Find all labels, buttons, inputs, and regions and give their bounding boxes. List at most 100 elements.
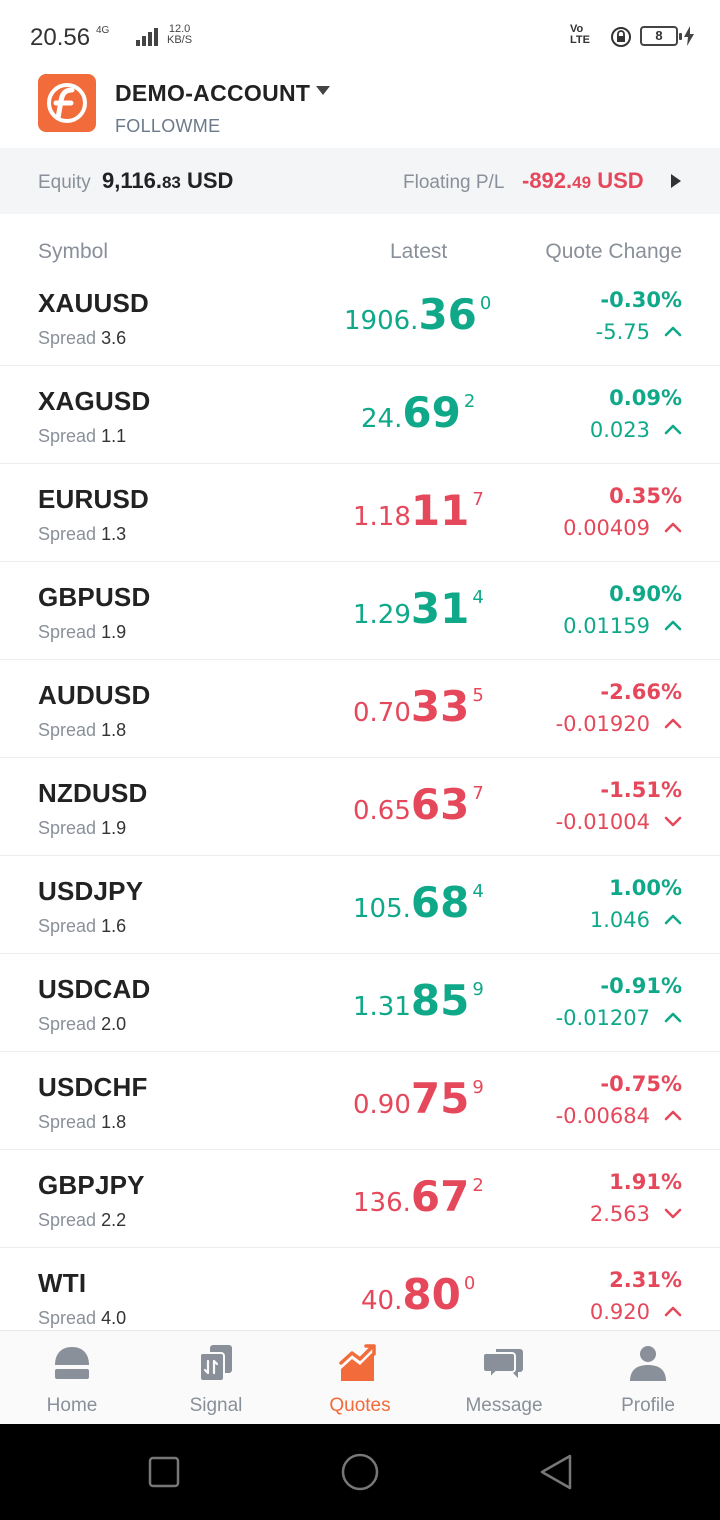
nav-home[interactable]: Home <box>0 1331 144 1425</box>
chevron-up-icon <box>664 620 682 631</box>
nav-quotes[interactable]: Quotes <box>288 1331 432 1425</box>
quote-spread: Spread 1.9 <box>38 622 127 642</box>
quote-change-percent: 0.35% <box>609 484 682 508</box>
charging-icon <box>684 26 694 46</box>
quote-change-value: 0.00409 <box>563 516 650 540</box>
equity-bar[interactable]: Equity 9,116.83 USD Floating P/L -892.49… <box>0 148 720 214</box>
chevron-up-icon <box>664 326 682 337</box>
followme-logo <box>38 74 96 132</box>
message-icon <box>482 1349 523 1381</box>
quote-latest-price: 24.69 2 <box>361 388 476 437</box>
floating-pl-value: -892.49 USD <box>522 168 644 193</box>
quote-change-value: 0.920 <box>589 1300 650 1324</box>
quote-spread: Spread 2.0 <box>38 1014 127 1034</box>
nav-message[interactable]: Message <box>432 1331 576 1425</box>
quote-symbol: GBPUSD <box>38 582 151 612</box>
nav-profile[interactable]: Profile <box>576 1331 720 1425</box>
home-button-icon[interactable] <box>340 1452 380 1492</box>
quote-change-percent: 1.91% <box>609 1170 682 1194</box>
equity-label: Equity <box>38 172 91 193</box>
chevron-down-icon <box>664 1208 682 1219</box>
quote-symbol: EURUSD <box>38 484 149 514</box>
column-quote-change: Quote Change <box>545 240 682 263</box>
signal-tab-icon <box>199 1345 232 1382</box>
quote-row[interactable]: WTI Spread 4.0 40.80 0 2.31% 0.920 <box>0 1248 720 1330</box>
column-symbol: Symbol <box>38 240 109 263</box>
quote-change-percent: -0.91% <box>600 974 682 998</box>
chevron-down-icon <box>664 816 682 827</box>
quote-row[interactable]: GBPUSD Spread 1.9 1.2931 4 0.90% 0.01159 <box>0 562 720 660</box>
chevron-up-icon <box>664 1306 682 1317</box>
quote-row[interactable]: USDCHF Spread 1.8 0.9075 9 -0.75% -0.00684 <box>0 1052 720 1150</box>
quote-row[interactable]: XAUUSD Spread 3.6 1906.36 0 -0.30% -5.75 <box>0 268 720 366</box>
quote-change-percent: -1.51% <box>600 778 682 802</box>
chevron-up-icon <box>664 1110 682 1121</box>
chevron-up-icon <box>664 914 682 925</box>
quote-column-headers: Symbol Latest Quote Change <box>0 214 720 284</box>
quote-spread: Spread 3.6 <box>38 328 127 348</box>
quotes-chart-icon <box>339 1344 376 1381</box>
quote-spread: Spread 4.0 <box>38 1308 127 1328</box>
quote-latest-price: 0.7033 5 <box>353 682 484 731</box>
quote-change-percent: 2.31% <box>609 1268 682 1292</box>
quote-change-percent: 0.90% <box>609 582 682 606</box>
signal-icon <box>136 28 158 46</box>
quote-row[interactable]: XAGUSD Spread 1.1 24.69 2 0.09% 0.023 <box>0 366 720 464</box>
quote-latest-price: 40.80 0 <box>361 1270 476 1319</box>
quote-change-value: -0.00684 <box>555 1104 650 1128</box>
volte-icon: Vo LTE <box>570 23 590 46</box>
nav-profile-label: Profile <box>621 1395 675 1416</box>
quote-row[interactable]: NZDUSD Spread 1.9 0.6563 7 -1.51% -0.01004 <box>0 758 720 856</box>
quote-row[interactable]: USDJPY Spread 1.6 105.68 4 1.00% 1.046 <box>0 856 720 954</box>
quote-latest-price: 1.2931 4 <box>353 584 484 633</box>
battery-icon: 8 <box>640 26 682 46</box>
rotation-lock-icon <box>611 27 631 47</box>
chevron-right-icon[interactable] <box>671 174 681 188</box>
quote-spread: Spread 1.3 <box>38 524 127 544</box>
quote-symbol: NZDUSD <box>38 778 148 808</box>
back-icon[interactable] <box>538 1452 574 1492</box>
quote-change-percent: -2.66% <box>600 680 682 704</box>
account-name[interactable]: DEMO-ACCOUNT <box>115 80 311 106</box>
quote-row[interactable]: AUDUSD Spread 1.8 0.7033 5 -2.66% -0.01920 <box>0 660 720 758</box>
nav-home-label: Home <box>46 1395 98 1416</box>
quote-spread: Spread 2.2 <box>38 1210 127 1230</box>
broker-name: FOLLOWME <box>115 116 221 136</box>
chevron-up-icon <box>664 424 682 435</box>
nav-quotes-label: Quotes <box>329 1395 391 1416</box>
quote-spread: Spread 1.9 <box>38 818 127 838</box>
status-time: 20.56 <box>30 24 91 51</box>
quote-row[interactable]: GBPJPY Spread 2.2 136.67 2 1.91% 2.563 <box>0 1150 720 1248</box>
quote-latest-price: 105.68 4 <box>353 878 484 927</box>
quote-change-percent: 1.00% <box>609 876 682 900</box>
quote-latest-price: 0.9075 9 <box>353 1074 484 1123</box>
quote-change-value: 1.046 <box>589 908 650 932</box>
nav-message-label: Message <box>465 1395 543 1416</box>
home-icon <box>55 1347 89 1379</box>
chevron-up-icon <box>664 522 682 533</box>
quote-symbol: USDCAD <box>38 974 151 1004</box>
network-type: 4G <box>96 25 110 36</box>
quote-list[interactable]: XAUUSD Spread 3.6 1906.36 0 -0.30% -5.75 XAGUS… <box>0 268 720 1330</box>
quote-symbol: GBPJPY <box>38 1170 145 1200</box>
quote-change-value: -5.75 <box>595 320 650 344</box>
quote-spread: Spread 1.8 <box>38 1112 127 1132</box>
quote-spread: Spread 1.1 <box>38 426 127 446</box>
nav-signal[interactable]: Signal <box>144 1331 288 1425</box>
chevron-up-icon <box>664 718 682 729</box>
profile-icon <box>630 1346 666 1381</box>
quote-change-value: 0.01159 <box>563 614 650 638</box>
quote-change-value: 2.563 <box>589 1202 650 1226</box>
quote-latest-price: 1.3185 9 <box>353 976 484 1025</box>
quote-symbol: AUDUSD <box>38 680 151 710</box>
recent-apps-icon[interactable] <box>148 1452 180 1492</box>
quote-row[interactable]: USDCAD Spread 2.0 1.3185 9 -0.91% -0.01207 <box>0 954 720 1052</box>
quote-change-value: -0.01207 <box>555 1006 650 1030</box>
chevron-up-icon <box>664 1012 682 1023</box>
quote-symbol: XAGUSD <box>38 386 151 416</box>
quote-row[interactable]: EURUSD Spread 1.3 1.1811 7 0.35% 0.00409 <box>0 464 720 562</box>
bottom-nav: Home Signal Quotes Message Profile <box>0 1330 720 1424</box>
quote-spread: Spread 1.8 <box>38 720 127 740</box>
account-header[interactable]: DEMO-ACCOUNT FOLLOWME <box>0 72 720 148</box>
account-dropdown-icon[interactable] <box>316 86 330 95</box>
